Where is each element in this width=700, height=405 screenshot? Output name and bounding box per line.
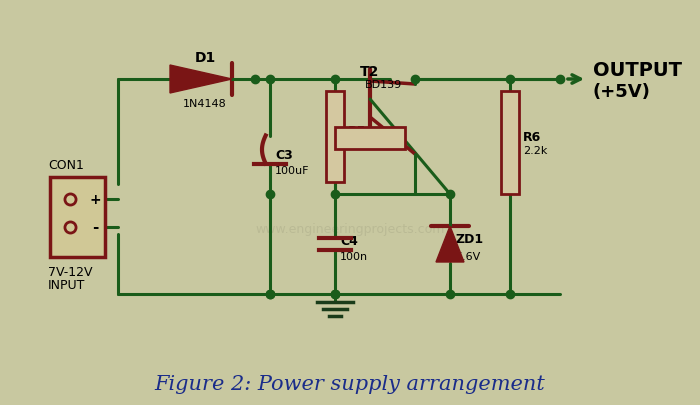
Text: T2: T2 (360, 65, 379, 79)
Text: 1N4148: 1N4148 (183, 99, 227, 109)
Polygon shape (170, 66, 232, 94)
Text: C4: C4 (340, 235, 358, 248)
Text: INPUT: INPUT (48, 279, 85, 292)
Text: D1: D1 (195, 51, 216, 65)
Text: CON1: CON1 (48, 159, 84, 172)
Text: 1.5k: 1.5k (348, 140, 372, 150)
Text: 2.2k: 2.2k (523, 146, 547, 156)
Text: R6: R6 (523, 131, 541, 144)
Text: 5.6V: 5.6V (455, 252, 480, 261)
Bar (326, 92, 344, 183)
Text: 7V-12V: 7V-12V (48, 266, 92, 279)
Text: ZD1: ZD1 (455, 233, 483, 246)
Text: Figure 2: Power supply arrangement: Figure 2: Power supply arrangement (155, 375, 545, 394)
Bar (50, 177, 105, 257)
Text: (+5V): (+5V) (593, 83, 651, 101)
Text: OUTPUT: OUTPUT (593, 60, 682, 79)
Bar (501, 92, 519, 194)
Text: -: - (92, 220, 98, 235)
Text: R5: R5 (348, 125, 366, 138)
Bar (335, 128, 405, 149)
Text: 100n: 100n (340, 252, 368, 261)
Text: BD139: BD139 (365, 80, 402, 90)
Text: 100uF: 100uF (275, 166, 309, 176)
Text: C3: C3 (275, 149, 293, 162)
Polygon shape (436, 226, 464, 262)
Text: www.engineeringprojects.com: www.engineeringprojects.com (256, 223, 444, 236)
Text: +: + (89, 192, 101, 207)
